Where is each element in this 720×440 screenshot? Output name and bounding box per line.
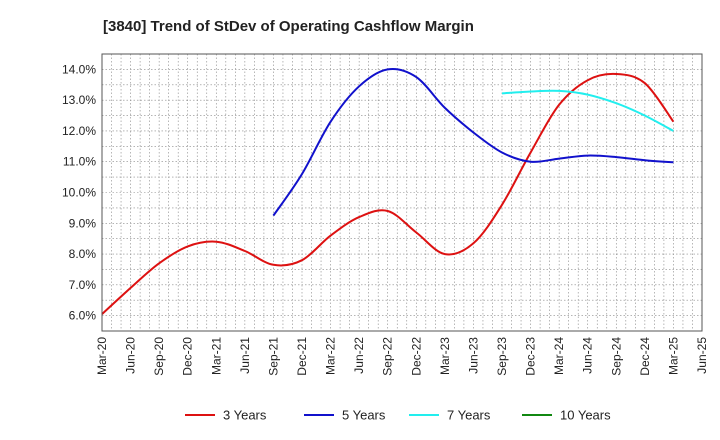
y-tick-label: 13.0% <box>62 93 96 107</box>
x-tick-label: Mar-25 <box>666 337 680 375</box>
series-line-5-years <box>272 68 674 217</box>
x-tick-label: Jun-24 <box>581 337 595 374</box>
x-tick-label: Sep-21 <box>266 337 280 376</box>
x-axis: Mar-20 Jun-20 Sep-20 Dec-20 Mar-21 Jun-21 Sep-… <box>95 337 709 376</box>
x-tick-label: Jun-23 <box>466 337 480 374</box>
legend-label-3-years: 3 Years <box>223 408 267 423</box>
x-tick-label: Sep-23 <box>495 337 509 376</box>
y-tick-label: 7.0% <box>69 278 97 292</box>
x-tick-label: Jun-22 <box>352 337 366 374</box>
grid <box>101 53 703 332</box>
y-tick-label: 9.0% <box>69 216 97 230</box>
legend-label-10-years: 10 Years <box>560 408 611 423</box>
x-tick-label: Dec-24 <box>638 337 652 376</box>
x-tick-label: Dec-22 <box>409 337 423 376</box>
plot-frame <box>101 53 703 332</box>
y-tick-label: 11.0% <box>63 155 96 169</box>
x-tick-label: Jun-20 <box>124 337 138 374</box>
chart-title: [3840] Trend of StDev of Operating Cashf… <box>103 18 474 35</box>
y-tick-label: 10.0% <box>62 186 96 200</box>
y-tick-label: 12.0% <box>62 124 96 138</box>
series-line-3-years <box>101 72 675 315</box>
x-tick-label: Mar-23 <box>438 337 452 375</box>
y-axis: 6.0% 7.0% 8.0% 9.0% 10.0% 11.0% 12.0% 13.0% 14.0… <box>62 62 96 322</box>
y-tick-label: 14.0% <box>62 62 96 76</box>
legend-label-5-years: 5 Years <box>342 408 386 423</box>
x-tick-label: Dec-23 <box>524 337 538 376</box>
x-tick-label: Jun-25 <box>695 337 709 374</box>
x-tick-label: Mar-21 <box>209 337 223 375</box>
x-tick-label: Mar-20 <box>95 337 109 375</box>
x-tick-label: Sep-20 <box>152 337 166 376</box>
series-layer <box>101 68 675 315</box>
y-tick-label: 6.0% <box>69 309 97 323</box>
x-tick-label: Sep-24 <box>609 337 623 376</box>
x-tick-label: Mar-22 <box>324 337 338 375</box>
x-tick-label: Dec-21 <box>295 337 309 376</box>
y-tick-label: 8.0% <box>69 247 97 261</box>
x-tick-label: Jun-21 <box>238 337 252 374</box>
series-line-7-years <box>501 89 674 132</box>
x-tick-label: Sep-22 <box>381 337 395 376</box>
legend: 3 Years 5 Years 7 Years 10 Years <box>185 408 611 423</box>
plot-area <box>102 54 702 331</box>
legend-label-7-years: 7 Years <box>447 408 491 423</box>
x-tick-label: Mar-24 <box>552 337 566 375</box>
x-tick-label: Dec-20 <box>181 337 195 376</box>
